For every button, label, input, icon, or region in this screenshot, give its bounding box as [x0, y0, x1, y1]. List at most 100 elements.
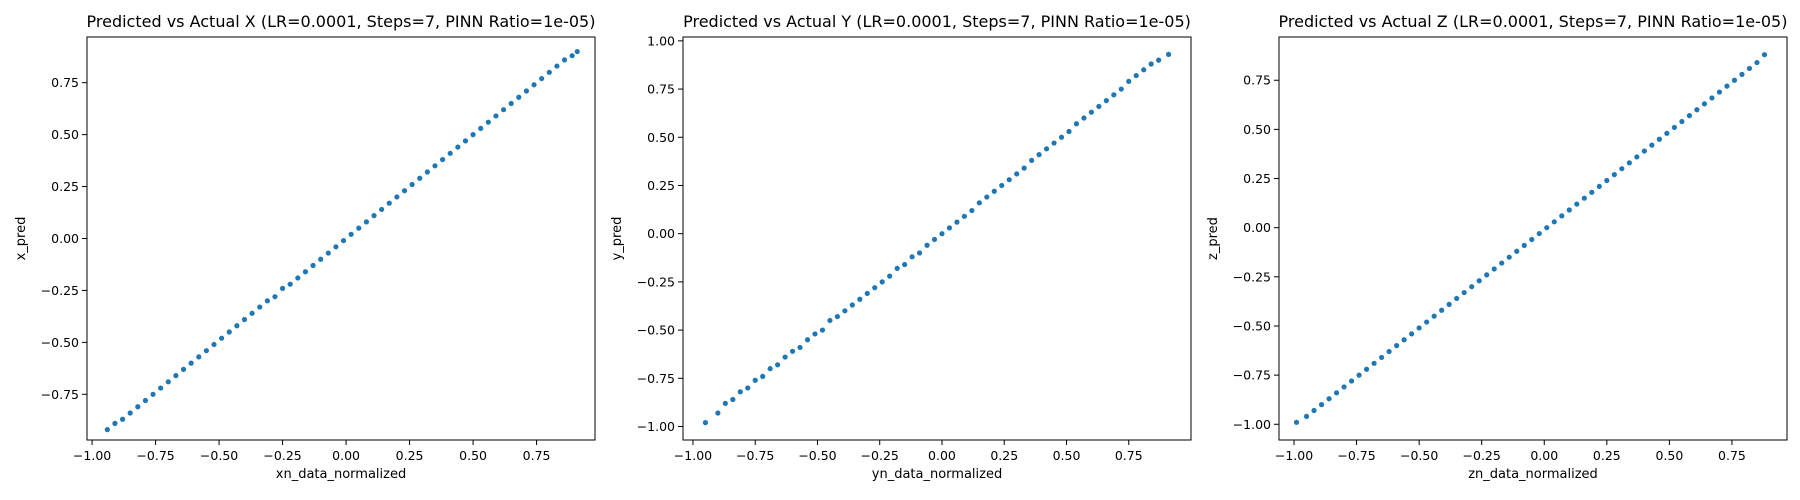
data-point	[834, 313, 840, 320]
x-tick-label: 0.00	[332, 448, 360, 463]
data-point	[1619, 166, 1625, 172]
y-tick-label: 0.25	[51, 179, 79, 194]
data-point	[340, 237, 347, 244]
y-tick-label: −0.25	[41, 283, 79, 298]
data-point	[1416, 325, 1422, 331]
data-point	[546, 69, 552, 75]
data-point	[782, 354, 788, 360]
x-tick-label: 0.50	[1053, 448, 1081, 463]
data-point	[1379, 354, 1385, 361]
data-point	[478, 125, 484, 132]
data-point	[165, 379, 171, 385]
data-point	[1694, 107, 1700, 113]
x-tick-label: 0.50	[1655, 448, 1683, 463]
data-point	[508, 100, 514, 107]
x-tick-label: −0.75	[136, 448, 174, 463]
data-point	[954, 219, 960, 225]
x-tick-label: 0.00	[1530, 448, 1558, 463]
data-point	[1431, 313, 1437, 319]
data-point	[887, 273, 893, 279]
data-point	[470, 132, 476, 138]
data-point	[1401, 337, 1407, 343]
x-tick-label: 0.00	[928, 448, 956, 463]
data-point	[485, 119, 491, 125]
data-point	[318, 256, 324, 262]
data-point	[1096, 103, 1102, 110]
axes-frame	[682, 36, 1192, 441]
x-tick-label: −0.25	[1463, 448, 1501, 463]
data-point	[1103, 98, 1109, 104]
data-point	[574, 48, 580, 55]
data-point	[440, 156, 446, 163]
data-point	[1021, 165, 1027, 171]
data-point	[1514, 248, 1520, 254]
data-point	[939, 231, 945, 237]
data-point	[1641, 148, 1647, 154]
data-point	[1536, 230, 1542, 237]
x-axis-label: zn_data_normalized	[1468, 467, 1598, 482]
data-point	[1454, 295, 1460, 302]
data-point	[1333, 390, 1340, 396]
y-tick-label: 0.00	[1243, 220, 1271, 235]
data-point	[1029, 157, 1035, 164]
data-point	[1761, 52, 1768, 58]
x-tick-label: −0.75	[1337, 448, 1375, 463]
data-point	[909, 254, 915, 260]
data-point	[241, 316, 248, 323]
data-point	[1148, 61, 1154, 67]
data-point	[1469, 284, 1475, 290]
data-point	[812, 331, 818, 337]
y-tick-label: 0.50	[647, 130, 675, 145]
data-point	[135, 404, 141, 410]
y-tick-label: −1.00	[1233, 417, 1271, 432]
data-point	[1709, 95, 1715, 101]
data-point	[1006, 177, 1012, 183]
data-point	[1701, 101, 1708, 107]
data-point	[1133, 72, 1139, 79]
data-point	[180, 366, 187, 372]
data-point	[1739, 71, 1745, 77]
data-point	[1559, 213, 1565, 219]
data-point	[1611, 172, 1617, 178]
data-point	[1679, 118, 1685, 125]
data-point	[819, 327, 826, 333]
y-tick-label: −0.50	[1233, 318, 1271, 333]
data-point	[1506, 254, 1512, 260]
data-point	[1574, 201, 1580, 207]
data-point	[745, 385, 751, 391]
data-point	[1521, 242, 1527, 248]
data-point	[872, 285, 878, 291]
data-point	[295, 275, 301, 281]
data-point	[1731, 77, 1738, 83]
data-point	[902, 261, 908, 268]
data-point	[984, 194, 990, 200]
data-point	[264, 298, 270, 304]
chart-panel-2: Predicted vs Actual Z (LR=0.0001, Steps=…	[1206, 12, 1788, 482]
data-point	[1293, 419, 1300, 425]
data-point	[1544, 225, 1550, 231]
data-point	[1424, 319, 1430, 325]
data-point	[1043, 146, 1050, 152]
y-tick-label: −0.25	[637, 274, 675, 289]
chart-title: Predicted vs Actual X (LR=0.0001, Steps=…	[87, 12, 596, 31]
data-point	[737, 389, 743, 395]
data-point	[371, 213, 377, 219]
data-point	[432, 163, 438, 169]
data-point	[1409, 331, 1415, 337]
data-point	[1446, 301, 1452, 307]
x-tick-label: 0.75	[1718, 448, 1746, 463]
data-point	[211, 341, 217, 348]
data-point	[104, 427, 110, 433]
data-point	[348, 231, 354, 237]
data-point	[924, 242, 930, 248]
data-point	[1626, 160, 1632, 166]
data-point	[1724, 83, 1730, 89]
data-point	[1326, 396, 1332, 402]
data-point	[1604, 177, 1610, 184]
data-point	[1551, 219, 1557, 225]
axes-frame	[1278, 36, 1788, 441]
data-point	[1716, 89, 1723, 95]
y-tick-label: 0.25	[647, 178, 675, 193]
x-tick-label: 0.25	[1593, 448, 1621, 463]
data-point	[1126, 78, 1132, 84]
